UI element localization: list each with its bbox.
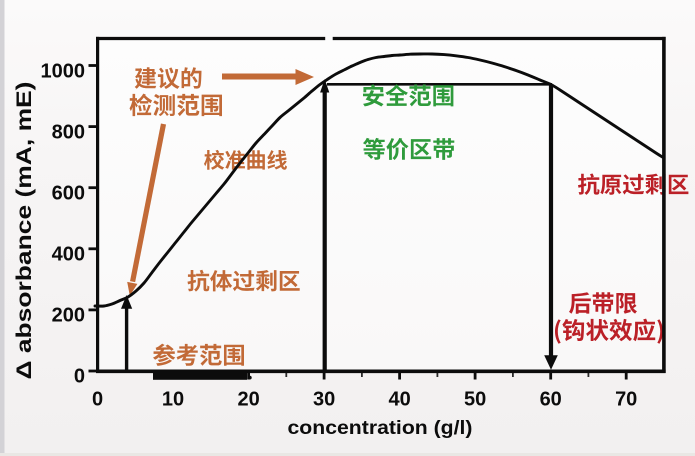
svg-text:50: 50	[464, 389, 486, 411]
svg-text:40: 40	[388, 389, 410, 411]
svg-text:Δ absorbance (mA, mE): Δ absorbance (mA, mE)	[13, 82, 36, 380]
svg-text:60: 60	[540, 389, 562, 411]
svg-text:800: 800	[52, 121, 85, 143]
svg-text:70: 70	[615, 389, 637, 411]
svg-text:0: 0	[74, 365, 85, 387]
svg-text:200: 200	[52, 304, 85, 326]
svg-text:600: 600	[52, 182, 85, 204]
svg-text:1000: 1000	[41, 60, 86, 82]
svg-text:400: 400	[52, 243, 85, 265]
svg-text:30: 30	[313, 389, 335, 411]
svg-text:20: 20	[237, 389, 259, 411]
svg-text:10: 10	[162, 389, 184, 411]
svg-text:0: 0	[92, 389, 103, 411]
svg-text:concentration (g/l): concentration (g/l)	[288, 417, 473, 439]
